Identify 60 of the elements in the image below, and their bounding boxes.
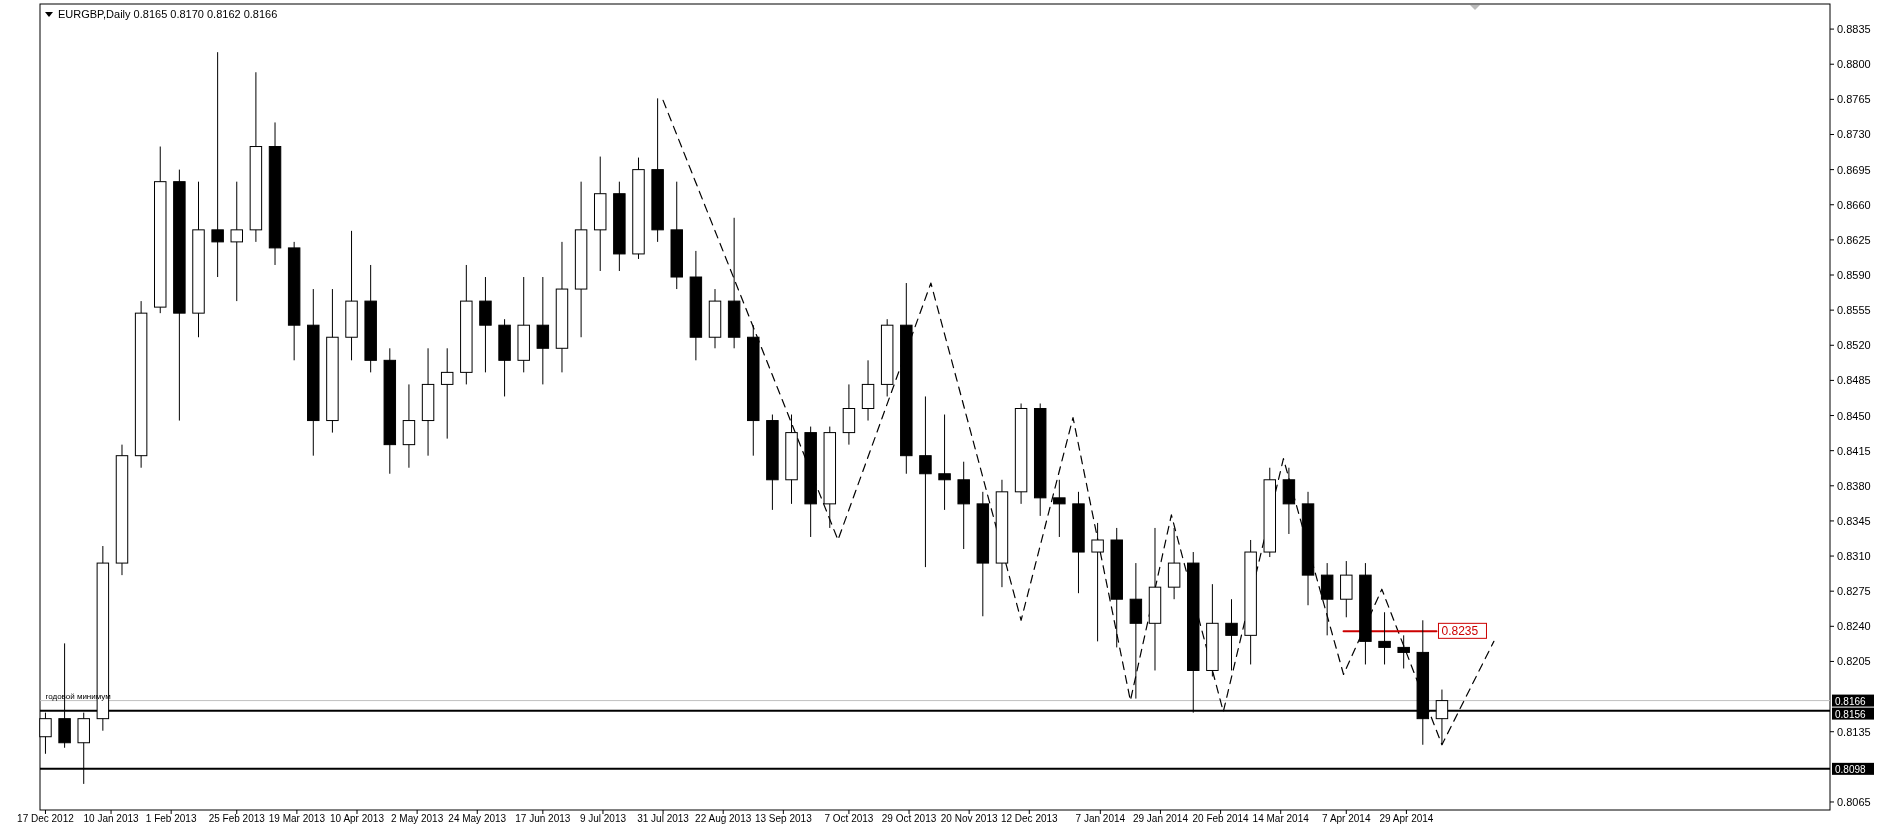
y-tick-label: 0.8205 [1837, 655, 1871, 668]
x-tick-label: 29 Jan 2014 [1132, 813, 1189, 824]
x-tick-label: 13 Sep 2013 [754, 813, 813, 824]
y-tick-label: 0.8625 [1837, 233, 1871, 246]
y-tick-label: 0.8800 [1837, 58, 1871, 71]
x-tick-label: 9 Jul 2013 [579, 813, 627, 824]
y-tick-label: 0.8485 [1837, 374, 1871, 387]
series-label: 0.8235 [1441, 624, 1479, 639]
ref-line-label: 0.8166 [1835, 695, 1867, 707]
candlestick [1053, 479, 1066, 538]
y-tick-label: 0.8590 [1837, 269, 1871, 282]
candlestick [1225, 598, 1238, 671]
x-tick-label: 10 Apr 2013 [330, 813, 385, 824]
chart-title: EURGBP,Daily 0.8165 0.8170 0.8162 0.8166 [58, 8, 278, 20]
candlestick [1378, 611, 1391, 665]
candlestick [230, 181, 243, 302]
y-tick-label: 0.8415 [1837, 444, 1871, 457]
x-tick-label: 7 Apr 2014 [1322, 813, 1371, 824]
x-tick-label: 24 May 2013 [448, 813, 507, 824]
x-tick-label: 25 Feb 2013 [208, 813, 266, 824]
candlestick [536, 276, 550, 385]
y-tick-label: 0.8695 [1837, 163, 1871, 176]
y-tick-label: 0.8310 [1837, 550, 1871, 563]
y-tick-label: 0.8835 [1837, 23, 1871, 36]
y-tick-label: 0.8380 [1837, 479, 1871, 492]
candlestick [1397, 634, 1410, 669]
candlestick [919, 395, 932, 568]
y-tick-label: 0.8450 [1837, 409, 1871, 422]
x-tick-label: 7 Oct 2013 [824, 813, 874, 824]
x-tick-label: 19 Mar 2013 [268, 813, 326, 824]
candlestick [1091, 522, 1104, 642]
y-tick-label: 0.8275 [1837, 585, 1871, 598]
y-tick-label: 0.8765 [1837, 93, 1871, 106]
x-tick-label: 20 Feb 2014 [1192, 813, 1250, 824]
y-tick-label: 0.8240 [1837, 620, 1871, 633]
x-tick-label: 29 Apr 2014 [1379, 813, 1434, 824]
y-tick-label: 0.8730 [1837, 128, 1871, 141]
y-tick-label: 0.8660 [1837, 198, 1871, 211]
x-tick-label: 22 Aug 2013 [695, 813, 752, 824]
y-tick-label: 0.8520 [1837, 339, 1871, 352]
x-tick-label: 14 Mar 2014 [1252, 813, 1310, 824]
candlestick [938, 414, 951, 511]
x-tick-label: 10 Jan 2013 [83, 813, 140, 824]
ref-line-label: 0.8098 [1835, 763, 1867, 775]
x-tick-label: 17 Jun 2013 [515, 813, 571, 824]
x-tick-label: 29 Oct 2013 [881, 813, 937, 824]
x-tick-label: 7 Jan 2014 [1075, 813, 1126, 824]
x-tick-label: 20 Nov 2013 [940, 813, 998, 824]
x-tick-label: 12 Dec 2013 [1000, 813, 1059, 824]
ref-line-label: 0.8156 [1835, 708, 1867, 720]
y-tick-label: 0.8065 [1837, 795, 1871, 808]
x-tick-label: 31 Jul 2013 [637, 813, 690, 824]
candlestick [211, 51, 224, 278]
x-tick-label: 1 Feb 2013 [145, 813, 197, 824]
candlestick [440, 347, 454, 440]
x-tick-label: 2 May 2013 [391, 813, 444, 824]
y-tick-label: 0.8135 [1837, 725, 1871, 738]
y-tick-label: 0.8555 [1837, 304, 1871, 317]
y-tick-label: 0.8345 [1837, 514, 1871, 527]
x-tick-label: 17 Dec 2012 [17, 813, 75, 824]
